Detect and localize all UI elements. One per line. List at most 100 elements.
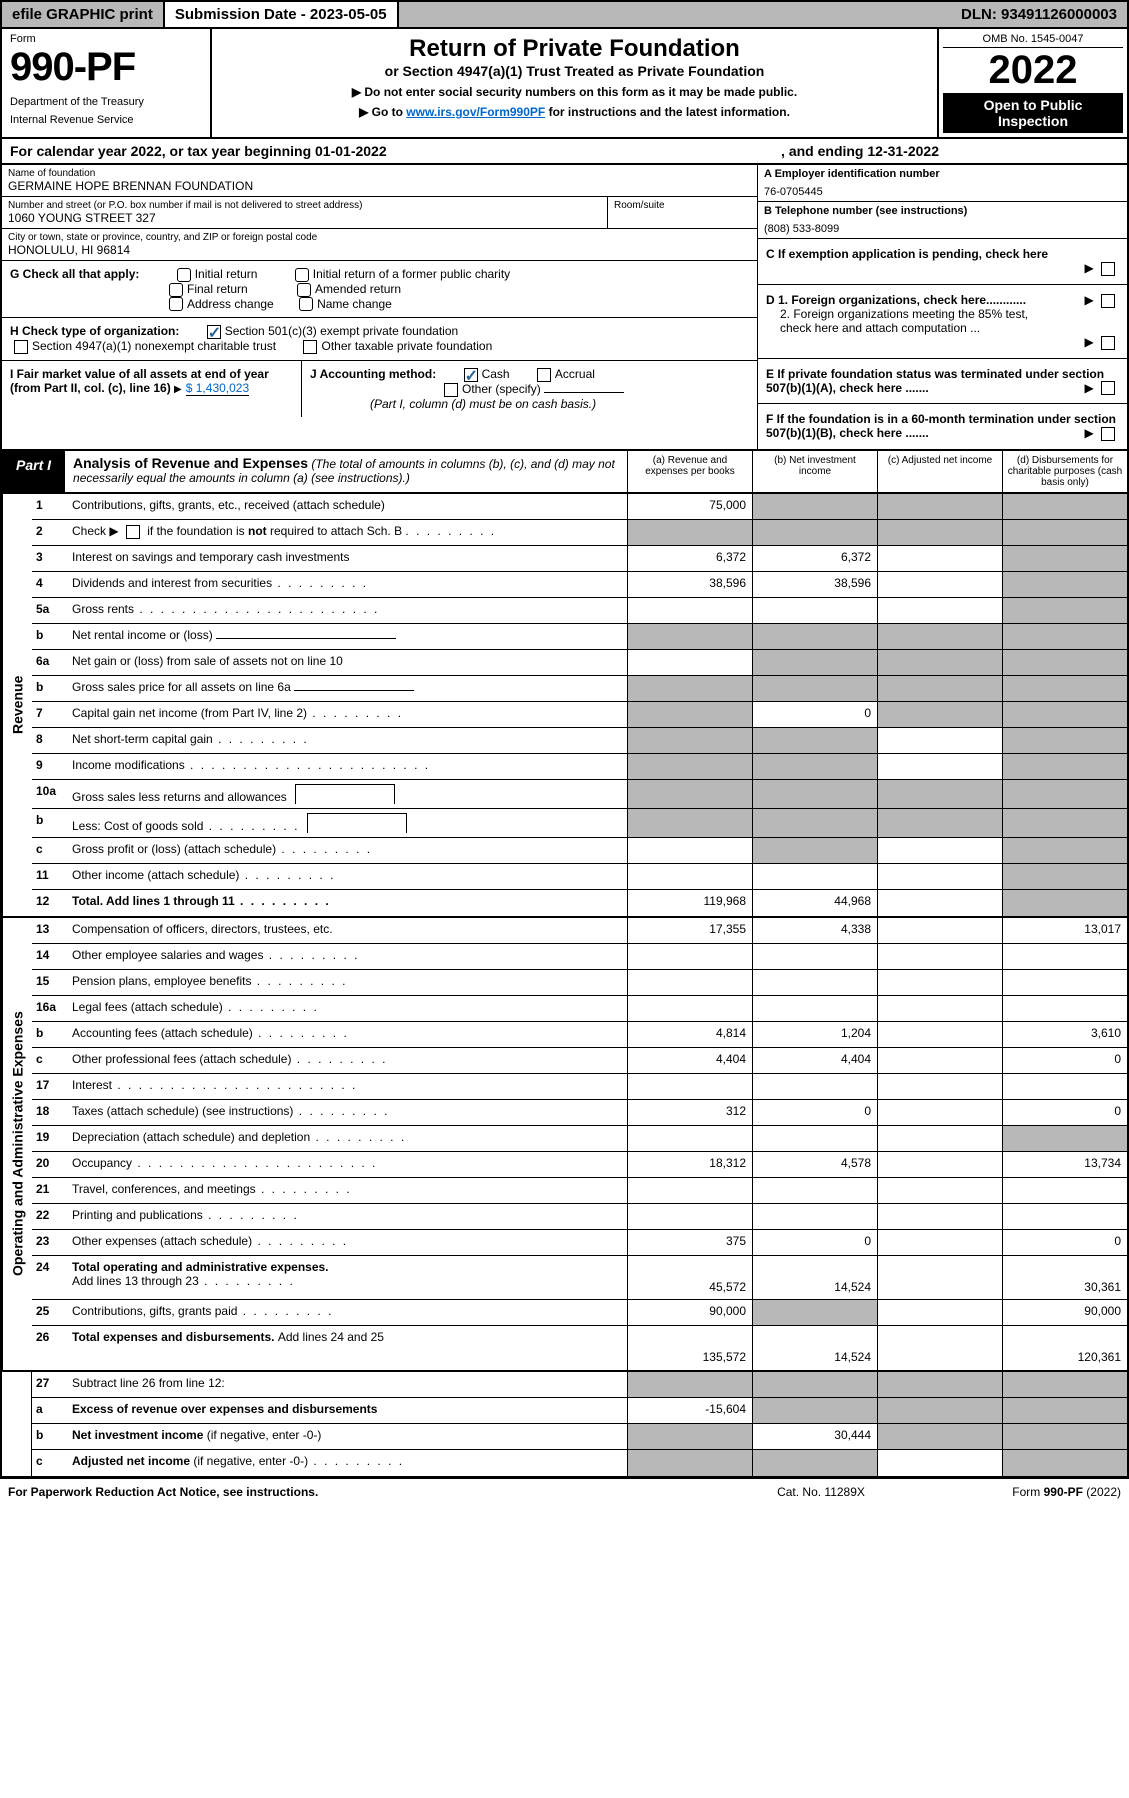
form-header-left: Form 990-PF Department of the Treasury I… bbox=[2, 29, 212, 137]
page-footer: For Paperwork Reduction Act Notice, see … bbox=[0, 1478, 1129, 1505]
col-a: (a) Revenue and expenses per books bbox=[627, 451, 752, 492]
instr-2: ▶ Go to www.irs.gov/Form990PF for instru… bbox=[222, 105, 927, 119]
submission-date: Submission Date - 2023-05-05 bbox=[165, 2, 399, 27]
chk-f[interactable] bbox=[1101, 427, 1115, 441]
instr-1: ▶ Do not enter social security numbers o… bbox=[222, 85, 927, 99]
row-22: 22 Printing and publications bbox=[32, 1204, 1127, 1230]
row-10b: b Less: Cost of goods sold bbox=[32, 809, 1127, 838]
fmv-amount: $ 1,430,023 bbox=[186, 381, 249, 396]
row-27c: c Adjusted net income (if negative, ente… bbox=[32, 1450, 1127, 1476]
chk-d2[interactable] bbox=[1101, 336, 1115, 350]
row-6b: b Gross sales price for all assets on li… bbox=[32, 676, 1127, 702]
row-27b: b Net investment income (if negative, en… bbox=[32, 1424, 1127, 1450]
part1-cols: (a) Revenue and expenses per books (b) N… bbox=[627, 451, 1127, 492]
accounting-method: J Accounting method: Cash Accrual Other … bbox=[302, 361, 757, 417]
chk-initial-return[interactable] bbox=[177, 268, 191, 282]
row-16c: c Other professional fees (attach schedu… bbox=[32, 1048, 1127, 1074]
g-check-row: G Check all that apply: Initial return I… bbox=[2, 261, 757, 318]
row-25: 25 Contributions, gifts, grants paid 90,… bbox=[32, 1300, 1127, 1326]
chk-final-return[interactable] bbox=[169, 283, 183, 297]
year-end: , and ending 12-31-2022 bbox=[781, 143, 939, 159]
chk-cash[interactable] bbox=[464, 368, 478, 382]
row-14: 14 Other employee salaries and wages bbox=[32, 944, 1127, 970]
form-title: Return of Private Foundation bbox=[222, 35, 927, 63]
row-8: 8 Net short-term capital gain bbox=[32, 728, 1127, 754]
row-12: 12 Total. Add lines 1 through 11 119,968… bbox=[32, 890, 1127, 916]
chk-c[interactable] bbox=[1101, 262, 1115, 276]
chk-4947[interactable] bbox=[14, 340, 28, 354]
row-26: 26 Total expenses and disbursements. Add… bbox=[32, 1326, 1127, 1370]
tax-year: 2022 bbox=[943, 48, 1123, 93]
chk-accrual[interactable] bbox=[537, 368, 551, 382]
revenue-vlabel: Revenue bbox=[2, 494, 32, 916]
chk-initial-public[interactable] bbox=[295, 268, 309, 282]
footer-left: For Paperwork Reduction Act Notice, see … bbox=[8, 1485, 721, 1499]
fmv-cell: I Fair market value of all assets at end… bbox=[2, 361, 302, 417]
col-b: (b) Net investment income bbox=[752, 451, 877, 492]
year-begin: For calendar year 2022, or tax year begi… bbox=[10, 143, 387, 159]
row-19: 19 Depreciation (attach schedule) and de… bbox=[32, 1126, 1127, 1152]
expenses-vlabel: Operating and Administrative Expenses bbox=[2, 918, 32, 1370]
footer-right: Form 990-PF (2022) bbox=[921, 1485, 1121, 1499]
row-11: 11 Other income (attach schedule) bbox=[32, 864, 1127, 890]
row-16a: 16a Legal fees (attach schedule) bbox=[32, 996, 1127, 1022]
row-1: 1 Contributions, gifts, grants, etc., re… bbox=[32, 494, 1127, 520]
row-27a: a Excess of revenue over expenses and di… bbox=[32, 1398, 1127, 1424]
form-header-right: OMB No. 1545-0047 2022 Open to Public In… bbox=[937, 29, 1127, 137]
foundation-name: GERMAINE HOPE BRENNAN FOUNDATION bbox=[8, 179, 751, 193]
form-subtitle: or Section 4947(a)(1) Trust Treated as P… bbox=[222, 63, 927, 79]
chk-name-change[interactable] bbox=[299, 297, 313, 311]
topbar: efile GRAPHIC print Submission Date - 20… bbox=[0, 0, 1129, 29]
part1-label: Part I bbox=[2, 451, 65, 492]
row-20: 20 Occupancy 18,312 4,578 13,734 bbox=[32, 1152, 1127, 1178]
revenue-section: Revenue 1 Contributions, gifts, grants, … bbox=[0, 494, 1129, 918]
omb-number: OMB No. 1545-0047 bbox=[943, 33, 1123, 48]
dln: DLN: 93491126000003 bbox=[951, 2, 1127, 27]
spacer bbox=[399, 2, 951, 27]
r1-a: 75,000 bbox=[627, 494, 752, 519]
f-row: F If the foundation is in a 60-month ter… bbox=[758, 404, 1127, 449]
form-label: Form bbox=[10, 33, 202, 45]
addr-row: Number and street (or P.O. box number if… bbox=[2, 197, 757, 229]
chk-e[interactable] bbox=[1101, 381, 1115, 395]
row-5a: 5a Gross rents bbox=[32, 598, 1127, 624]
city-state-zip: HONOLULU, HI 96814 bbox=[8, 243, 751, 257]
h-check-row: H Check type of organization: Section 50… bbox=[2, 318, 757, 361]
calendar-year-row: For calendar year 2022, or tax year begi… bbox=[0, 139, 1129, 165]
chk-other-method[interactable] bbox=[444, 383, 458, 397]
chk-501c3[interactable] bbox=[207, 325, 221, 339]
name-cell: Name of foundation GERMAINE HOPE BRENNAN… bbox=[2, 165, 757, 197]
chk-sch-b[interactable] bbox=[126, 525, 140, 539]
dept: Department of the Treasury bbox=[10, 96, 202, 108]
row-9: 9 Income modifications bbox=[32, 754, 1127, 780]
chk-amended[interactable] bbox=[297, 283, 311, 297]
entity-left: Name of foundation GERMAINE HOPE BRENNAN… bbox=[2, 165, 757, 449]
row-23: 23 Other expenses (attach schedule) 375 … bbox=[32, 1230, 1127, 1256]
chk-addr-change[interactable] bbox=[169, 297, 183, 311]
efile-label[interactable]: efile GRAPHIC print bbox=[2, 2, 165, 27]
row-5b: b Net rental income or (loss) bbox=[32, 624, 1127, 650]
row-15: 15 Pension plans, employee benefits bbox=[32, 970, 1127, 996]
ein-cell: A Employer identification number 76-0705… bbox=[758, 165, 1127, 202]
form-header-center: Return of Private Foundation or Section … bbox=[212, 29, 937, 137]
row-7: 7 Capital gain net income (from Part IV,… bbox=[32, 702, 1127, 728]
chk-d1[interactable] bbox=[1101, 294, 1115, 308]
row-27: 27 Subtract line 26 from line 12: bbox=[32, 1372, 1127, 1398]
row-3: 3 Interest on savings and temporary cash… bbox=[32, 546, 1127, 572]
row-13: 13 Compensation of officers, directors, … bbox=[32, 918, 1127, 944]
chk-other-taxable[interactable] bbox=[303, 340, 317, 354]
irs: Internal Revenue Service bbox=[10, 114, 202, 126]
row-17: 17 Interest bbox=[32, 1074, 1127, 1100]
row-21: 21 Travel, conferences, and meetings bbox=[32, 1178, 1127, 1204]
irs-link[interactable]: www.irs.gov/Form990PF bbox=[406, 105, 545, 119]
d-row: D 1. Foreign organizations, check here..… bbox=[758, 285, 1127, 359]
open-public: Open to Public Inspection bbox=[943, 93, 1123, 133]
expenses-rows: 13 Compensation of officers, directors, … bbox=[32, 918, 1127, 1370]
entity-right: A Employer identification number 76-0705… bbox=[757, 165, 1127, 449]
e-row: E If private foundation status was termi… bbox=[758, 359, 1127, 405]
form-header: Form 990-PF Department of the Treasury I… bbox=[0, 29, 1129, 139]
col-d: (d) Disbursements for charitable purpose… bbox=[1002, 451, 1127, 492]
row-18: 18 Taxes (attach schedule) (see instruct… bbox=[32, 1100, 1127, 1126]
row-4: 4 Dividends and interest from securities… bbox=[32, 572, 1127, 598]
entity-info: Name of foundation GERMAINE HOPE BRENNAN… bbox=[0, 165, 1129, 451]
